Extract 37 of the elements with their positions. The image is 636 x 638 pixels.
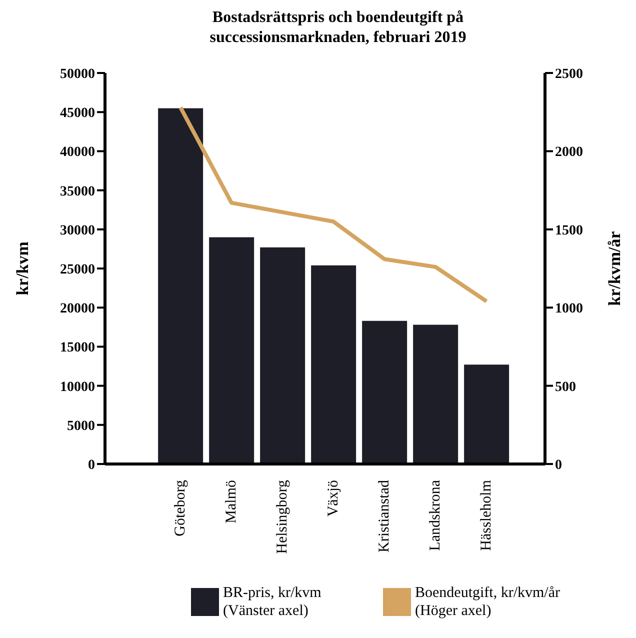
- y-tick-label: 40000: [60, 145, 95, 160]
- x-tick-label: Växjö: [326, 480, 342, 517]
- y-tick-label: 35000: [60, 184, 95, 200]
- bar: [311, 265, 356, 464]
- y-tick-label: 15000: [60, 340, 95, 356]
- bar: [158, 108, 204, 464]
- y-tick-label: 25000: [60, 262, 95, 278]
- y-tick-label: 45000: [60, 106, 95, 122]
- y-tick-label: 20000: [60, 302, 95, 317]
- y2-axis-title: kr/kvm/år: [605, 230, 624, 306]
- bar: [413, 324, 458, 464]
- y2-tick-label: 500: [555, 380, 576, 395]
- x-tick-label: Göteborg: [172, 480, 188, 536]
- legend-label: Boendeutgift, kr/kvm/år (Höger axel): [415, 584, 561, 620]
- bar: [260, 247, 306, 464]
- bar: [464, 364, 510, 464]
- x-tick-label: Hässleholm: [478, 480, 494, 551]
- x-tick-label: Malmö: [224, 480, 240, 524]
- legend-label: BR-pris, kr/kvm (Vänster axel): [223, 584, 322, 620]
- line-series: [178, 105, 488, 304]
- y2-tick-label: 0: [555, 458, 562, 473]
- x-tick-label: Kristianstad: [376, 480, 392, 552]
- bar: [362, 320, 408, 464]
- x-tick-label: Helsingborg: [274, 480, 290, 554]
- bar: [209, 237, 254, 464]
- y2-tick-label: 2000: [555, 145, 583, 160]
- y2-tick-label: 1500: [555, 223, 583, 238]
- y-tick-label: 30000: [60, 223, 95, 238]
- y-tick-label: 5000: [67, 418, 95, 434]
- y2-tick-label: 2500: [555, 66, 583, 82]
- y2-tick-label: 1000: [555, 302, 583, 317]
- y-tick-label: 0: [88, 458, 95, 473]
- y-tick-label: 50000: [60, 66, 95, 82]
- y-axis-title: kr/kvm: [13, 242, 32, 296]
- chart-title: Bostadsrättspris och boendeutgift på successionsmarknaden, februari 2019: [208, 8, 468, 48]
- y-tick-label: 10000: [60, 380, 95, 395]
- x-tick-label: Landskrona: [428, 480, 444, 551]
